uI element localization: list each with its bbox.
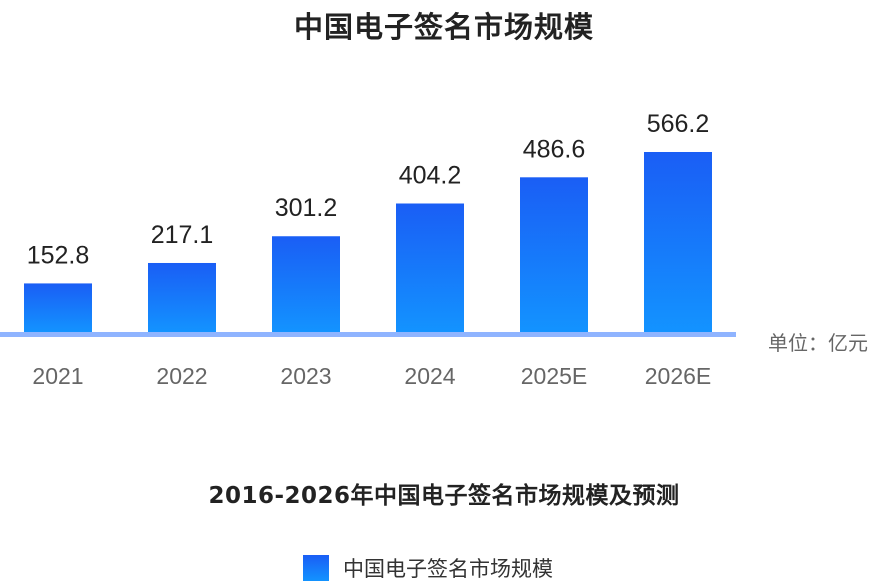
x-tick-label-2024: 2024 [404, 363, 455, 389]
value-label-2026E: 566.2 [647, 110, 710, 138]
value-label-2021: 152.8 [27, 241, 90, 269]
x-tick-label-2026E: 2026E [645, 363, 712, 389]
chart-title: 中国电子签名市场规模 [293, 10, 594, 44]
bar-2023 [272, 236, 340, 332]
legend: 中国电子签名市场规模 [303, 554, 553, 582]
unit-label: 单位：亿元 [768, 331, 868, 355]
bar-2025E [520, 177, 588, 332]
x-tick-label-2025E: 2025E [521, 363, 588, 389]
value-label-2025E: 486.6 [523, 135, 586, 163]
x-tick-label-2023: 2023 [280, 363, 331, 389]
plot-area: 152.8 2021 217.1 2022 301.2 2023 404.2 2024 486.… [0, 110, 736, 389]
value-label-2023: 301.2 [275, 194, 338, 222]
bar-2021 [24, 283, 92, 332]
chart-subtitle: 2016-2026年中国电子签名市场规模及预测 [208, 483, 680, 509]
x-tick-label-2021: 2021 [32, 363, 83, 389]
legend-swatch [303, 555, 329, 581]
bar-2026E [644, 152, 712, 332]
bar-2022 [148, 262, 216, 332]
value-label-2022: 217.1 [151, 221, 214, 249]
bar-2024 [396, 203, 464, 332]
x-axis-baseline [0, 332, 736, 337]
legend-label: 中国电子签名市场规模 [343, 557, 553, 581]
value-label-2024: 404.2 [399, 162, 462, 190]
x-tick-label-2022: 2022 [156, 363, 207, 389]
